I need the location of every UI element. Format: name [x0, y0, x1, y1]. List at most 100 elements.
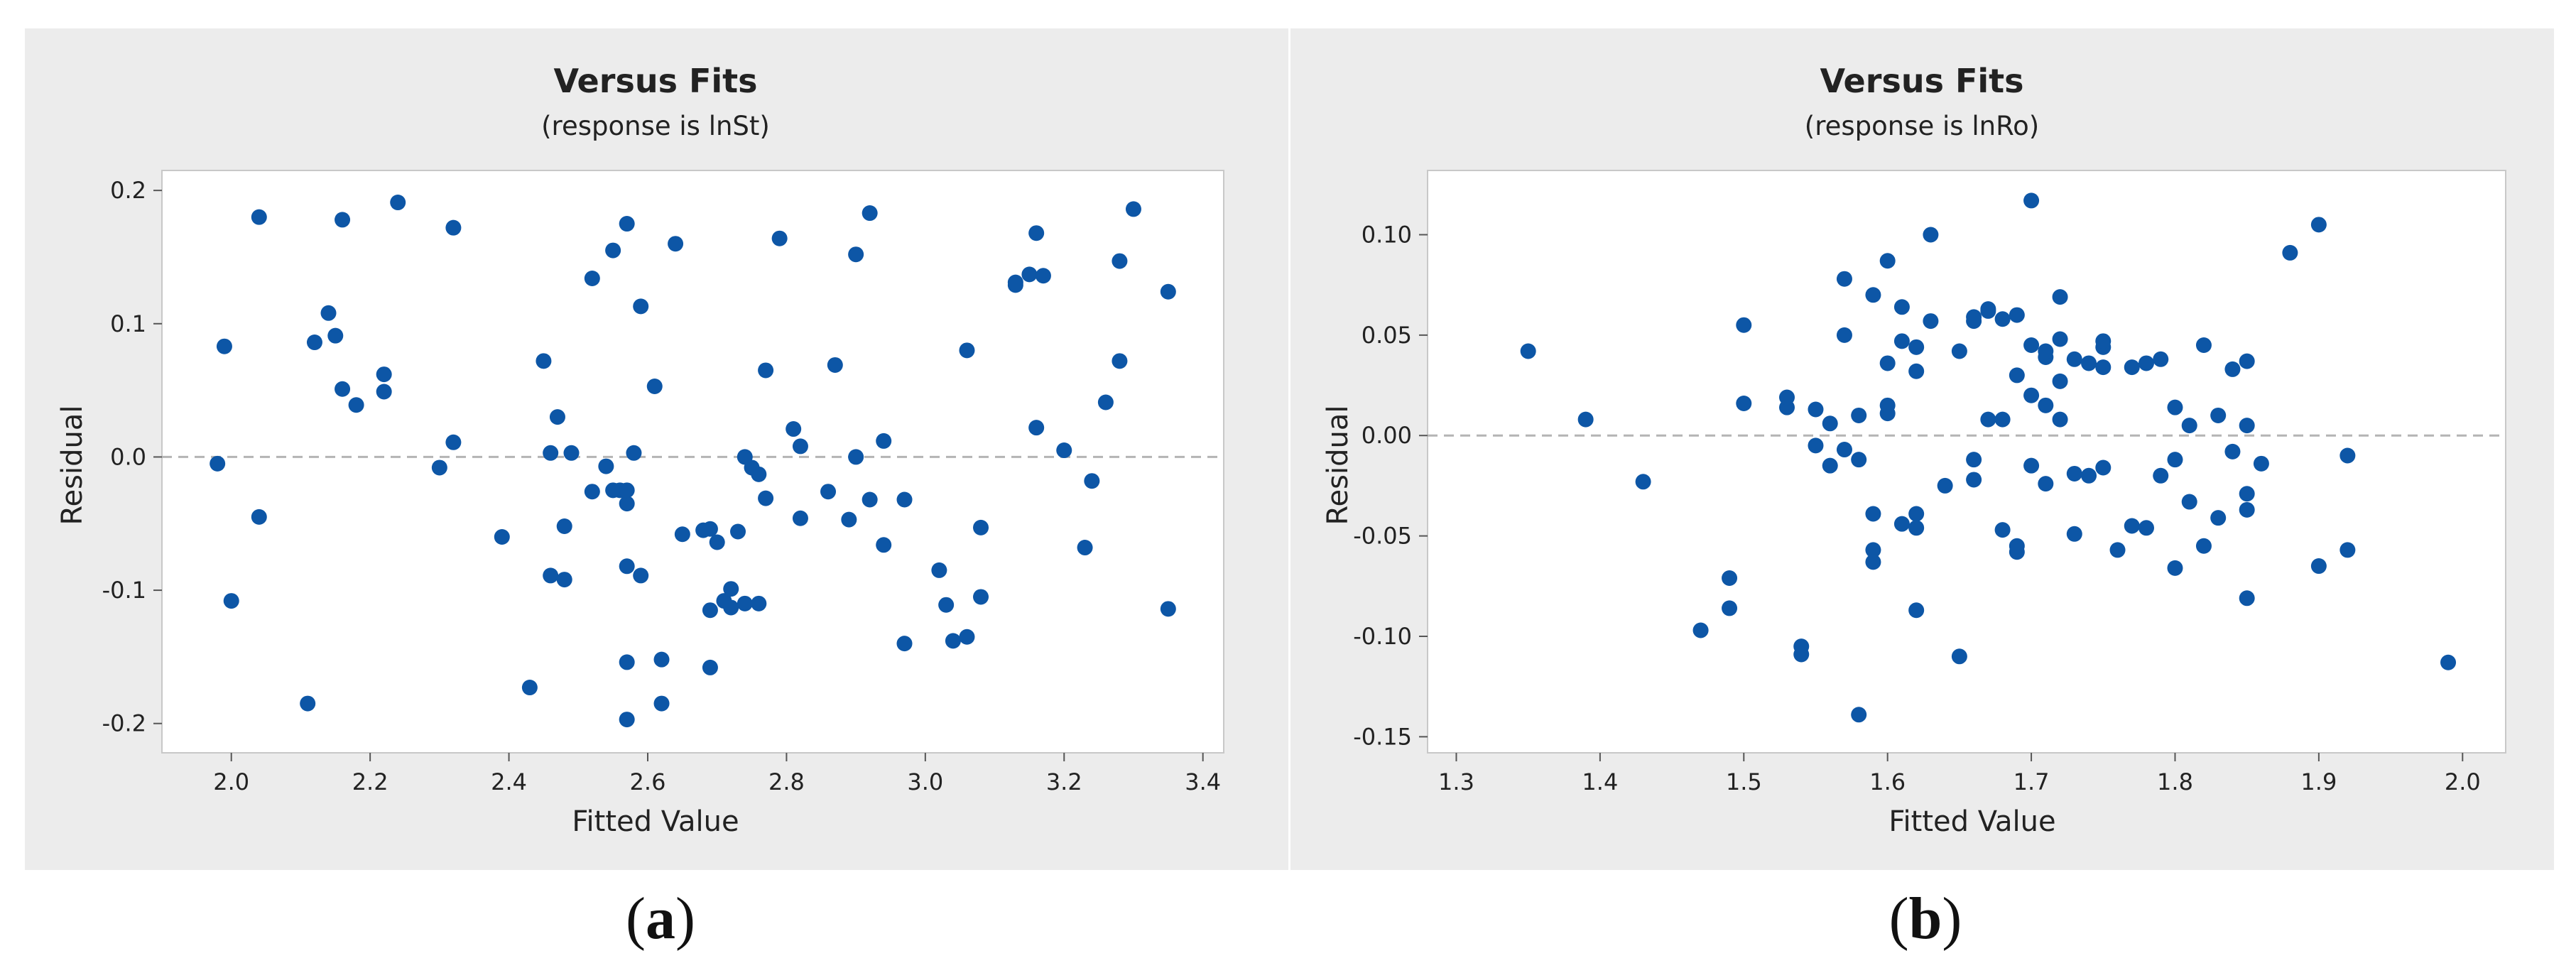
chart-a-data-point — [223, 593, 239, 609]
chart-a-data-point — [320, 305, 337, 321]
chart-b-data-point — [1923, 313, 1939, 330]
chart-b-data-point — [1908, 506, 1925, 522]
chart-a-x-tick-label: 2.6 — [630, 768, 666, 795]
chart-a-data-point — [598, 458, 614, 474]
chart-b-data-point — [2167, 452, 2183, 468]
chart-a-data-point — [959, 342, 975, 359]
chart-b-data-point — [1980, 411, 1996, 428]
chart-a-data-point — [445, 219, 462, 236]
chart-b-data-point — [1808, 401, 1824, 418]
chart-b-y-axis-label: Residual — [1322, 406, 1354, 526]
chart-b-data-point — [1865, 542, 1881, 558]
chart-a-data-point — [619, 558, 635, 575]
chart-b-data-point — [2052, 331, 2068, 347]
chart-a-data-point — [876, 537, 892, 553]
chart-b-data-point — [2052, 411, 2068, 428]
chart-b-data-point — [2195, 337, 2212, 353]
chart-a-data-point — [959, 629, 975, 645]
chart-b-x-tick-label: 1.4 — [1582, 768, 1618, 795]
chart-b-data-point — [2081, 467, 2097, 484]
chart-a-data-point — [1125, 201, 1141, 217]
chart-b-data-point — [2339, 542, 2356, 558]
chart-a-data-point — [431, 459, 447, 476]
chart-b-data-point — [1966, 452, 1982, 468]
chart-b-y-tick-label: -0.15 — [1353, 723, 1412, 750]
chart-a-x-axis-label: Fitted Value — [572, 805, 739, 838]
chart-b-data-point — [2253, 455, 2269, 472]
chart-b-y-tick-label: 0.00 — [1362, 422, 1412, 449]
chart-b-data-point — [1865, 554, 1881, 570]
chart-b-data-point — [1836, 442, 1852, 458]
chart-b-data-point — [2052, 373, 2068, 389]
chart-a-data-point — [862, 205, 878, 222]
chart-b-data-point — [1923, 227, 1939, 243]
chart-b-data-point — [1966, 309, 1982, 325]
chart-b-data-point — [2167, 560, 2183, 576]
chart-b-data-point — [2153, 467, 2169, 484]
chart-b-data-point — [2153, 351, 2169, 367]
chart-a-data-point — [335, 212, 351, 228]
caption-a-letter: a — [646, 886, 675, 952]
chart-a-data-point — [556, 518, 572, 535]
chart-b-data-point — [1994, 311, 2011, 327]
chart-b-data-point — [1879, 397, 1896, 413]
chart-b-data-point — [2282, 244, 2298, 261]
chart-b-data-point — [2239, 590, 2255, 607]
chart-b-data-point — [2224, 443, 2241, 459]
chart-b-data-point — [1908, 363, 1925, 379]
chart-a-data-point — [1112, 353, 1128, 369]
chart-a-data-point — [543, 445, 559, 461]
chart-a-data-point — [1084, 473, 1100, 489]
chart-b-data-point — [1736, 396, 1752, 411]
chart-b-x-tick-label: 1.9 — [2300, 768, 2337, 795]
chart-a-data-point — [619, 216, 635, 232]
chart-b-data-point — [2066, 465, 2082, 482]
chart-b-x-tick-label: 1.7 — [2013, 768, 2050, 795]
chart-a-x-tick-label: 2.0 — [213, 768, 249, 795]
chart-a-data-point — [300, 695, 316, 712]
chart-b-data-point — [2181, 494, 2197, 510]
chart-b-data-point — [1865, 287, 1881, 303]
chart-b-data-point — [2066, 526, 2082, 542]
chart-panel-b: Versus Fits (response is lnRo) Fitted Va… — [1290, 28, 2554, 870]
chart-b-data-point — [1893, 516, 1910, 532]
chart-a-y-tick-label: 0.2 — [110, 177, 146, 204]
chart-b-subtitle: (response is lnRo) — [1805, 111, 2039, 141]
chart-b-data-point — [2124, 518, 2140, 534]
chart-b-data-point — [1722, 570, 1738, 586]
chart-b-data-point — [2440, 654, 2457, 670]
chart-a-data-point — [1028, 420, 1045, 436]
chart-b-data-point — [1822, 415, 1838, 432]
chart-a-x-tick-label: 3.2 — [1046, 768, 1082, 795]
chart-b-data-point — [1994, 411, 2011, 428]
chart-a-data-point — [251, 509, 267, 525]
chart-b-data-point — [1879, 355, 1896, 371]
chart-a-y-axis-label: Residual — [56, 406, 89, 526]
chart-a-y-tick-label: 0.1 — [110, 310, 146, 337]
chart-panel-a: Versus Fits (response is lnSt) Fitted Va… — [25, 28, 1288, 870]
chart-a-data-point — [521, 680, 538, 696]
chart-a-data-point — [543, 567, 559, 584]
chart-a-data-point — [556, 572, 572, 588]
chart-b-data-point — [2038, 397, 2054, 413]
chart-a-y-tick-label: -0.2 — [102, 710, 146, 737]
chart-b-data-point — [1836, 327, 1852, 343]
chart-a-data-point — [1021, 266, 1038, 283]
chart-a-data-point — [896, 636, 913, 652]
chart-a-data-point — [848, 449, 864, 465]
chart-a-data-point — [751, 466, 767, 482]
chart-a-data-point — [633, 298, 649, 315]
chart-a-x-tick-label: 3.0 — [907, 768, 943, 795]
chart-a-data-point — [633, 567, 649, 584]
chart-b-data-point — [1577, 411, 1594, 428]
chart-b-data-point — [2138, 355, 2154, 371]
chart-a-x-tick-label: 2.8 — [768, 768, 805, 795]
chart-b-data-point — [1779, 389, 1795, 406]
chart-b-x-tick-label: 1.6 — [1869, 768, 1906, 795]
chart-a-data-point — [737, 595, 753, 611]
chart-a-data-point — [376, 366, 392, 383]
chart-b-data-point — [2124, 359, 2140, 376]
chart-b-x-tick-label: 1.5 — [1726, 768, 1762, 795]
chart-a-data-point — [584, 484, 600, 500]
chart-a-data-point — [848, 246, 864, 263]
